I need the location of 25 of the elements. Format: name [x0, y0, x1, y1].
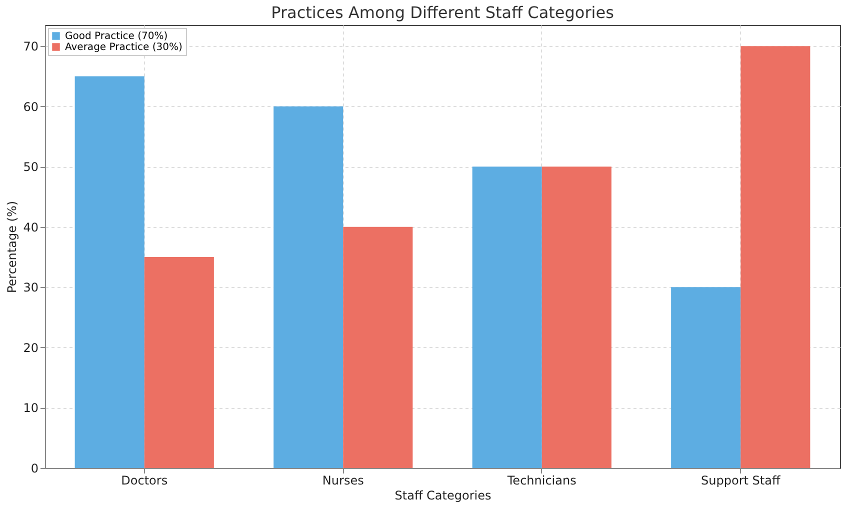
x-tick-label: Nurses — [322, 474, 364, 488]
x-tick-label: Doctors — [121, 474, 168, 488]
y-tick-label: 20 — [23, 340, 38, 355]
bar — [343, 226, 413, 468]
x-axis-title: Staff Categories — [394, 488, 492, 502]
x-tick-label: Technicians — [506, 474, 576, 488]
bar — [671, 287, 741, 468]
chart-title: Practices Among Different Staff Categories — [271, 3, 614, 22]
legend-label: Average Practice (30%) — [65, 42, 182, 53]
bar — [274, 106, 344, 468]
legend-label: Good Practice (70%) — [65, 31, 168, 42]
y-tick-label: 10 — [23, 401, 38, 416]
y-tick-label: 0 — [30, 462, 38, 476]
x-tick-label: Support Staff — [701, 474, 781, 488]
y-tick-label: 50 — [23, 160, 38, 174]
bar — [740, 46, 810, 468]
y-tick-label: 40 — [23, 220, 38, 234]
y-tick-label: 70 — [23, 40, 38, 54]
bar — [74, 76, 144, 468]
y-tick-label: 60 — [23, 100, 38, 114]
bar — [144, 257, 214, 468]
bar — [472, 166, 542, 468]
bar — [542, 166, 612, 468]
y-axis-title: Percentage (%) — [5, 200, 20, 294]
y-tick-label: 30 — [23, 280, 38, 295]
